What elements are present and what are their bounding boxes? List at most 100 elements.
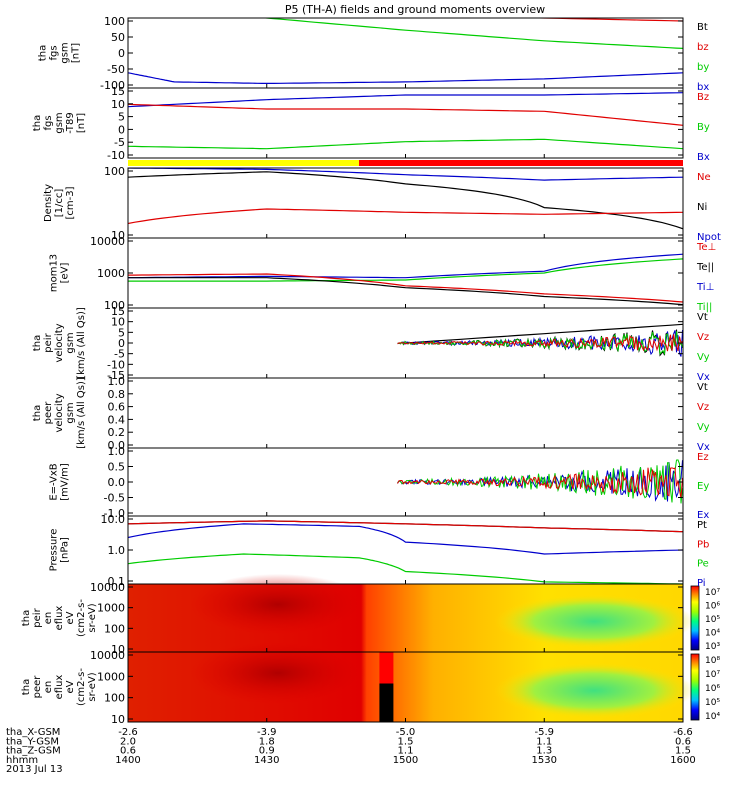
ylabel-line: [km/s (All Qs)] — [76, 307, 87, 379]
x-row-value: 0.9 — [259, 746, 275, 757]
panel-10-ylabel: thapeerenefluxeV(cm2-s-sr-eV) — [21, 668, 98, 706]
legend-vy: Vy — [697, 352, 710, 363]
trace-ti⊥ — [128, 253, 683, 279]
labels-group: thafgsgsm[nT]Btbzbybxthafgsgsm-T89[nT]Bz… — [21, 22, 721, 706]
ylabel-line: tha — [32, 115, 43, 131]
colorbar-tick: 10⁴ — [705, 629, 720, 639]
ylabel-line: peir — [43, 332, 54, 352]
ylabel-line: fgs — [43, 115, 54, 130]
colorbar-tick: 10⁶ — [705, 602, 720, 612]
legend-pb: Pb — [697, 539, 709, 550]
ylabel-line: (cm2-s- — [76, 599, 87, 637]
panel-3-ylabel: Density[1/cc][cm-3] — [43, 184, 76, 222]
y-tick-label: 0.6 — [108, 401, 126, 414]
colorbar-tick: 10⁴ — [705, 712, 720, 722]
y-tick-label: 15 — [111, 305, 125, 318]
y-tick-label: 100 — [104, 299, 125, 312]
legend-ez: Ez — [697, 452, 709, 463]
legend-vz: Vz — [697, 402, 709, 413]
y-tick-label: 100 — [104, 165, 125, 178]
noise-red — [397, 467, 683, 498]
y-tick-label: -10 — [107, 149, 125, 162]
x-row-label: tha_Z-GSM — [6, 746, 61, 757]
y-tick-label: 1.0 — [108, 375, 126, 388]
x-row-value: 1.5 — [398, 736, 414, 747]
panel-8-traces — [128, 520, 683, 584]
x-row-label: hhmm — [6, 755, 38, 766]
ylabel-line: en — [43, 612, 54, 625]
spectrograms-group: 10⁷ 10⁶ 10⁵ 10⁴ 10³ 10⁸ 10⁷ 10⁶ 10⁵ 10⁴ — [128, 573, 720, 722]
x-row-value: 1.3 — [536, 746, 552, 757]
legend-ti⊥: Ti⊥ — [696, 282, 714, 293]
y-tick-label: 0.4 — [108, 413, 126, 426]
panel-2-ylabel: thafgsgsm-T89[nT] — [32, 112, 87, 134]
legend-bz: Bz — [697, 92, 709, 103]
y-tick-label: 100 — [104, 692, 125, 705]
x-row-value: -5.9 — [534, 727, 554, 738]
ylabel-line: Pressure — [49, 529, 60, 572]
panels-group — [128, 18, 683, 584]
x-row-value: 1600 — [670, 755, 695, 766]
panel-4-frame — [127, 237, 684, 309]
trace-pe — [128, 553, 683, 584]
ylabel-line: tha — [32, 405, 43, 421]
legend-bx: Bx — [697, 152, 710, 163]
axes-group: 100500-50-100151050-5-101001010000100010… — [90, 15, 684, 726]
y-tick-label: 1.0 — [108, 544, 126, 557]
panel-5-noise — [397, 329, 683, 357]
y-tick-label: 10 — [111, 98, 125, 111]
legend-npot: Npot — [697, 232, 721, 243]
spectrogram-low-flux-region — [494, 594, 695, 649]
panel-1-traces — [128, 18, 683, 85]
trace-ti|| — [128, 258, 683, 282]
y-tick-label: 10 — [111, 713, 125, 726]
legend-ni: Ni — [697, 202, 707, 213]
trace-vt — [405, 323, 683, 344]
x-row-value: 1.1 — [536, 736, 552, 747]
panel-7-ylabel: E=-VxB[mV/m] — [49, 463, 71, 501]
ylabel-line: velocity — [54, 323, 65, 362]
x-row-value: 1500 — [393, 755, 418, 766]
legend-ti||: Ti|| — [696, 302, 712, 313]
ylabel-line: gsm — [54, 112, 65, 133]
legend-te||: Te|| — [696, 262, 714, 273]
x-row-value: 1.8 — [259, 736, 275, 747]
legend-bx: bx — [697, 82, 709, 93]
panel-7-noise — [397, 459, 683, 504]
trace-bx — [128, 92, 683, 108]
y-tick-label: 10000 — [90, 649, 125, 662]
ylabel-line: eflux — [54, 606, 65, 631]
ylabel-line: eV — [65, 611, 76, 624]
y-tick-label: 0 — [118, 47, 125, 60]
x-date: 2013 Jul 13 — [6, 764, 63, 775]
x-row-value: 0.6 — [120, 746, 136, 757]
x-row-value: -2.6 — [118, 727, 138, 738]
x-row-value: 1430 — [254, 755, 279, 766]
y-tick-label: 10000 — [90, 235, 125, 248]
legend-vz: Vz — [697, 332, 709, 343]
ylabel-line: [nPa] — [60, 537, 71, 563]
y-tick-label: 10 — [111, 229, 125, 242]
y-tick-label: 0.2 — [108, 426, 126, 439]
colorbar-tick: 10⁶ — [705, 684, 720, 694]
x-row-value: 2.0 — [120, 736, 136, 747]
ylabel-line: peer — [32, 675, 43, 699]
panel-8-ylabel: Pressure[nPa] — [49, 529, 71, 572]
colorbar-1 — [690, 585, 700, 651]
y-tick-label: -1.0 — [104, 507, 125, 520]
panel-6-frame — [127, 377, 684, 449]
ylabel-line: eflux — [54, 675, 65, 700]
y-tick-label: 0 — [118, 123, 125, 136]
colorbar-tick: 10⁷ — [705, 588, 720, 598]
legend-vt: Vt — [697, 312, 708, 323]
ylabel-line: sr-eV) — [87, 672, 98, 701]
trace-bz — [128, 103, 683, 126]
ylabel-line: sr-eV) — [87, 603, 98, 632]
legend-vt: Vt — [697, 382, 708, 393]
y-tick-label: 0 — [118, 337, 125, 350]
y-tick-label: 15 — [111, 85, 125, 98]
trace-ne — [128, 208, 683, 225]
y-tick-label: 10000 — [90, 581, 125, 594]
ylabel-line: tha — [21, 679, 32, 695]
